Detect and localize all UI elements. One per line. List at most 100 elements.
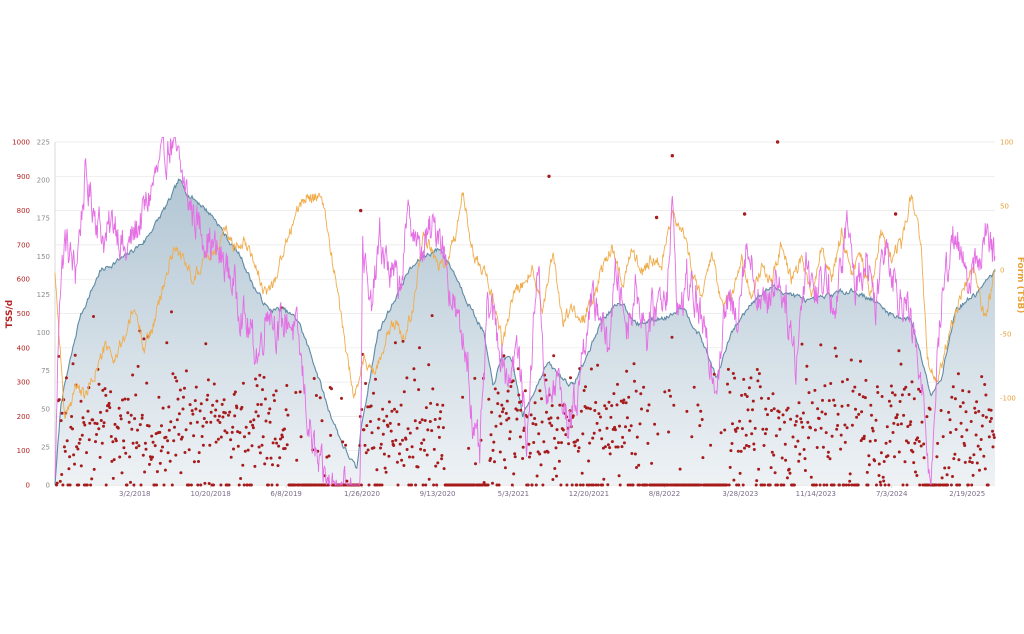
tss-point bbox=[859, 359, 862, 363]
tss-point bbox=[285, 443, 289, 447]
tss-point bbox=[957, 458, 961, 462]
tss-point bbox=[73, 462, 76, 466]
tss-point bbox=[836, 412, 840, 416]
tss-point bbox=[401, 339, 405, 343]
left-tick-label: 800 bbox=[17, 207, 30, 215]
tss-point bbox=[782, 483, 786, 487]
tss-point bbox=[396, 483, 400, 487]
tss-point bbox=[900, 393, 904, 397]
tss-point bbox=[256, 414, 260, 418]
tss-point bbox=[893, 393, 897, 397]
tss-point bbox=[61, 483, 65, 487]
tss-outlier-point bbox=[893, 212, 898, 216]
tss-point bbox=[268, 407, 272, 411]
tss-point bbox=[610, 440, 614, 444]
tss-point bbox=[983, 467, 987, 471]
tss-point bbox=[474, 462, 477, 466]
tss-point bbox=[975, 461, 979, 465]
tss-point bbox=[125, 483, 129, 487]
tss-point bbox=[699, 483, 703, 487]
tss-point bbox=[626, 483, 630, 487]
tss-point bbox=[111, 476, 115, 480]
tss-point bbox=[940, 476, 944, 480]
tss-point bbox=[505, 418, 509, 422]
tss-point bbox=[880, 395, 884, 398]
tss-point bbox=[740, 393, 744, 397]
tss-point bbox=[437, 425, 441, 429]
tss-point bbox=[501, 407, 505, 411]
tss-point bbox=[953, 397, 957, 401]
tss-point bbox=[408, 455, 411, 459]
tss-point bbox=[836, 424, 840, 427]
tss-point bbox=[954, 428, 958, 431]
tss-point bbox=[431, 387, 435, 391]
tss-point bbox=[886, 454, 890, 458]
tss-point bbox=[770, 450, 774, 454]
tss-point bbox=[575, 483, 579, 487]
axes: TSS/d Form (TSB) 01002003004005006007008… bbox=[5, 139, 1024, 499]
tss-point bbox=[70, 415, 74, 418]
tss-point bbox=[754, 483, 758, 487]
tss-point bbox=[899, 362, 903, 366]
tss-point bbox=[238, 431, 242, 435]
tss-point bbox=[891, 431, 895, 434]
tss-point bbox=[274, 389, 278, 393]
tss-point bbox=[591, 483, 595, 487]
tss-point bbox=[603, 445, 607, 449]
tss-point bbox=[571, 414, 575, 418]
tss-point bbox=[576, 449, 580, 453]
tss-point bbox=[505, 399, 509, 403]
tss-point bbox=[221, 415, 225, 419]
tss-point bbox=[848, 479, 852, 483]
tss-point bbox=[241, 381, 245, 385]
tss-point bbox=[114, 439, 118, 443]
left-tick-label: 900 bbox=[17, 173, 30, 181]
tss-point bbox=[971, 473, 975, 477]
tss-point bbox=[893, 455, 896, 459]
tss-point bbox=[935, 455, 939, 459]
tss-point bbox=[785, 476, 789, 480]
tss-point bbox=[537, 432, 541, 436]
tss-point bbox=[209, 410, 213, 414]
tss-point bbox=[570, 483, 574, 487]
tss-point bbox=[189, 483, 193, 487]
tss-point bbox=[869, 403, 873, 407]
tss-point bbox=[385, 414, 389, 418]
tss-point bbox=[596, 483, 600, 487]
tss-point bbox=[246, 448, 250, 452]
tss-point bbox=[57, 398, 61, 402]
tss-point bbox=[989, 417, 993, 420]
x-tick-label: 6/8/2019 bbox=[270, 490, 301, 498]
tss-point bbox=[645, 483, 649, 487]
tss-point bbox=[898, 400, 902, 403]
tss-point bbox=[895, 413, 899, 417]
tss-point bbox=[77, 483, 81, 487]
tss-point bbox=[805, 364, 809, 368]
tss-point bbox=[279, 437, 282, 441]
tss-point bbox=[407, 483, 411, 487]
tss-point bbox=[233, 414, 237, 418]
ctl-tick-label: 225 bbox=[37, 139, 50, 147]
tss-point bbox=[435, 403, 439, 407]
tss-point bbox=[567, 442, 571, 446]
left-axis-title: TSS/d bbox=[5, 300, 15, 328]
tss-point bbox=[816, 407, 820, 411]
tss-point bbox=[865, 470, 869, 474]
tss-point bbox=[59, 419, 63, 423]
tss-point bbox=[273, 399, 276, 403]
tss-point bbox=[867, 454, 871, 458]
tss-point bbox=[145, 381, 149, 385]
tss-point bbox=[129, 413, 133, 417]
tss-point bbox=[147, 424, 151, 428]
tss-point bbox=[586, 406, 590, 410]
tss-point bbox=[951, 385, 955, 389]
tss-point bbox=[821, 445, 825, 449]
tss-point bbox=[243, 435, 246, 439]
tss-point bbox=[283, 447, 287, 450]
tss-point bbox=[629, 424, 633, 428]
tss-point bbox=[921, 483, 925, 487]
tss-point bbox=[418, 346, 421, 350]
tss-point bbox=[803, 469, 807, 472]
tss-point bbox=[254, 410, 258, 414]
tss-point bbox=[544, 378, 548, 382]
